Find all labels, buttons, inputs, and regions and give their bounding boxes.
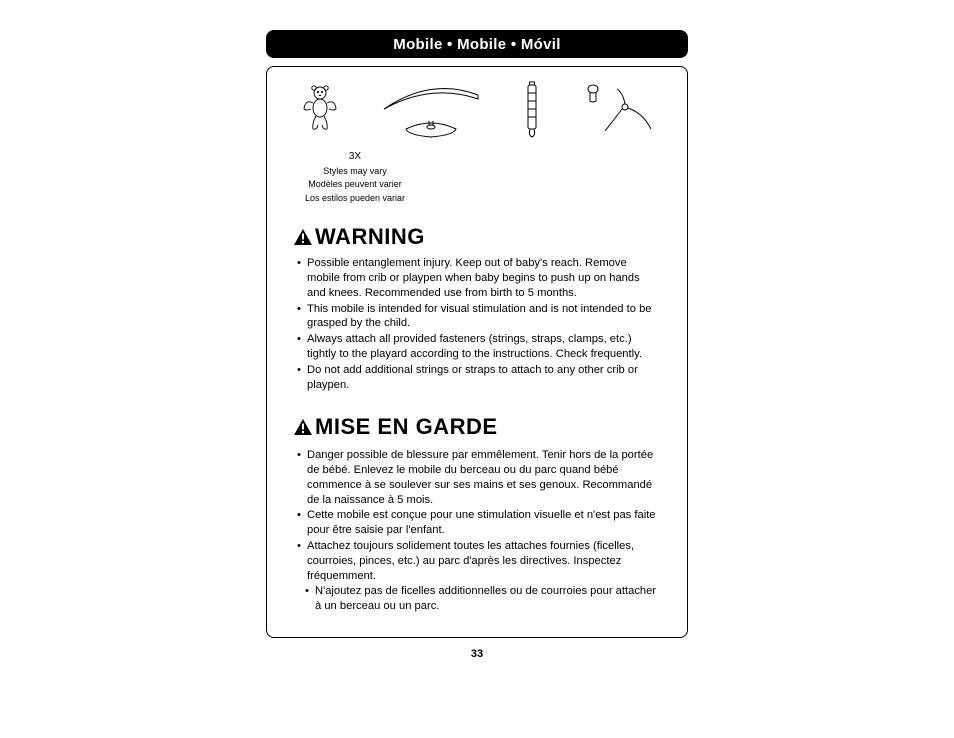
- warning-en-title: WARNING: [315, 224, 425, 250]
- bullet-item: Danger possible de blessure par emmêleme…: [295, 448, 661, 507]
- warning-en-heading: WARNING: [293, 224, 661, 250]
- bullet-item: Cette mobile est conçue pour une stimula…: [295, 508, 661, 538]
- parts-illustration-row: [293, 81, 661, 147]
- warning-en-block: WARNING Possible entanglement injury. Ke…: [293, 224, 661, 392]
- warning-fr-bullets: Danger possible de blessure par emmêleme…: [293, 448, 661, 614]
- knob-arm-icon: [579, 81, 657, 139]
- part-knob-arm: [579, 81, 657, 139]
- part-toy: [297, 81, 343, 133]
- caption-es: Los estilos pueden variar: [275, 192, 435, 206]
- bullet-item: N'ajoutez pas de ficelles additionnelles…: [295, 584, 661, 614]
- caption-qty: 3X: [275, 149, 435, 165]
- header-bar: Mobile • Mobile • Móvil: [266, 30, 688, 58]
- part-clamp: [518, 81, 546, 139]
- bullet-item: Possible entanglement injury. Keep out o…: [295, 256, 661, 300]
- bullet-item: Attachez toujours solidement toutes les …: [295, 539, 661, 583]
- content-box: 3X Styles may vary Modèles peuvent varie…: [266, 66, 688, 638]
- caption-fr: Modèles peuvent varier: [275, 178, 435, 192]
- page-number: 33: [0, 648, 954, 660]
- parts-caption: 3X Styles may vary Modèles peuvent varie…: [275, 149, 435, 206]
- warning-icon: [293, 418, 313, 436]
- bullet-item: This mobile is intended for visual stimu…: [295, 302, 661, 332]
- bullet-item: Always attach all provided fasteners (st…: [295, 332, 661, 362]
- part-arc-hub: [376, 81, 486, 141]
- header-title: Mobile • Mobile • Móvil: [393, 36, 560, 53]
- clamp-icon: [518, 81, 546, 139]
- warning-fr-heading: MISE EN GARDE: [293, 414, 661, 440]
- bullet-item: Do not add additional strings or straps …: [295, 363, 661, 393]
- warning-en-bullets: Possible entanglement injury. Keep out o…: [293, 256, 661, 392]
- warning-icon: [293, 228, 313, 246]
- warning-fr-title: MISE EN GARDE: [315, 414, 498, 440]
- arc-hub-icon: [376, 81, 486, 141]
- warning-fr-block: MISE EN GARDE Danger possible de blessur…: [293, 414, 661, 614]
- toy-bear-icon: [297, 81, 343, 133]
- caption-en: Styles may vary: [275, 165, 435, 179]
